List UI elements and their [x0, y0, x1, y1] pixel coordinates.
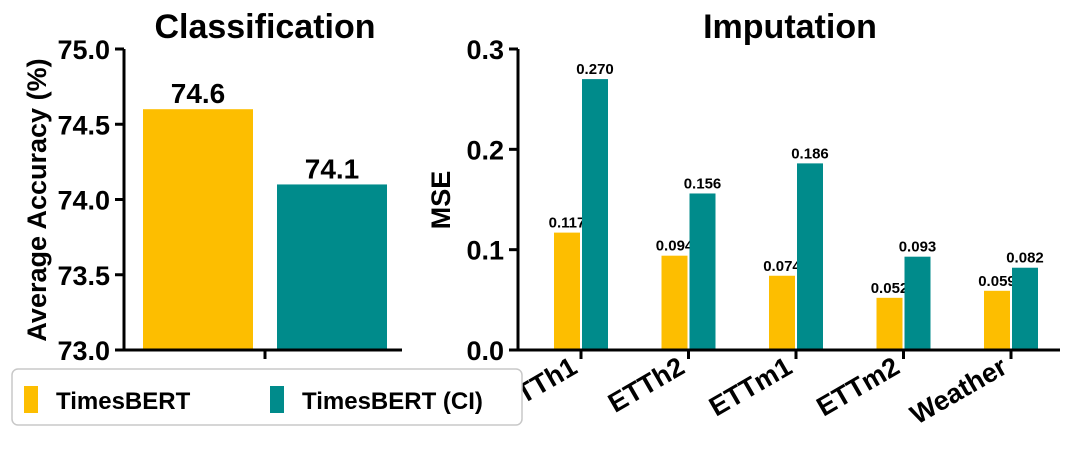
imputation-data-label-timesbert: 0.074 — [763, 258, 801, 275]
imputation-bar-timesbert — [769, 275, 795, 350]
imputation-data-label-timesbert-ci: 0.082 — [1006, 250, 1044, 267]
legend: TimesBERT TimesBERT (CI) — [11, 368, 523, 426]
imputation-data-label-timesbert-ci: 0.186 — [791, 145, 829, 162]
imputation-axes — [516, 49, 1060, 352]
classification-y-tick-label: 73.0 — [57, 336, 110, 366]
imputation-y-tick-label: 0.1 — [466, 236, 504, 266]
imputation-x-tick-label: ETTm2 — [812, 351, 905, 422]
classification-title: Classification — [154, 8, 375, 46]
classification-y-tick-label: 74.0 — [57, 186, 110, 216]
imputation-data-label-timesbert-ci: 0.093 — [899, 239, 937, 256]
imputation-y-tick-label: 0.2 — [466, 135, 504, 165]
classification-bar-timesbert-ci — [277, 184, 387, 350]
imputation-data-label-timesbert: 0.094 — [656, 238, 694, 255]
imputation-x-tick-label: Weather — [905, 351, 1012, 430]
legend-label-timesbert-ci: TimesBERT (CI) — [302, 388, 483, 415]
classification-bar-timesbert — [143, 109, 253, 350]
imputation-data-label-timesbert-ci: 0.156 — [684, 175, 722, 192]
imputation-bar-timesbert-ci — [797, 163, 823, 350]
classification-chart: Classification Average Accuracy (%) 74.6… — [22, 8, 402, 366]
imputation-data-label-timesbert: 0.117 — [549, 215, 586, 232]
imputation-x-tick-label: ETTm1 — [704, 351, 797, 422]
legend-swatch-timesbert-ci — [270, 386, 284, 413]
classification-axes — [122, 49, 402, 352]
imputation-bar-timesbert — [984, 290, 1010, 350]
imputation-data-label-timesbert-ci: 0.270 — [576, 61, 614, 78]
imputation-bar-timesbert-ci — [582, 79, 608, 350]
imputation-y-tick-label: 0.3 — [466, 35, 504, 65]
legend-box — [11, 368, 523, 426]
imputation-bar-timesbert-ci — [1012, 267, 1038, 350]
imputation-chart: Imputation MSE 0.117 0.270 0.094 0.156 0.074… — [426, 8, 1060, 430]
imputation-bar-timesbert-ci — [689, 193, 716, 350]
imputation-y-tick-label: 0.0 — [466, 336, 504, 366]
imputation-bar-timesbert — [554, 232, 580, 350]
imputation-bar-timesbert — [661, 255, 688, 350]
imputation-y-label: MSE — [426, 171, 456, 230]
imputation-bar-timesbert — [876, 297, 903, 350]
imputation-title: Imputation — [703, 8, 877, 46]
imputation-data-label-timesbert: 0.059 — [978, 273, 1016, 290]
classification-y-tick-label: 75.0 — [57, 35, 110, 65]
imputation-bar-timesbert-ci — [904, 256, 931, 350]
classification-y-tick-label: 74.5 — [57, 110, 110, 140]
legend-label-timesbert: TimesBERT — [56, 388, 191, 415]
classification-y-label: Average Accuracy (%) — [22, 58, 52, 341]
imputation-x-tick-label: ETTh2 — [603, 351, 689, 418]
legend-swatch-timesbert — [24, 386, 38, 413]
classification-y-tick-label: 73.5 — [57, 261, 110, 291]
imputation-data-label-timesbert: 0.052 — [871, 280, 909, 297]
classification-data-label-timesbert: 74.6 — [171, 78, 226, 109]
classification-data-label-timesbert-ci: 74.1 — [305, 153, 360, 184]
